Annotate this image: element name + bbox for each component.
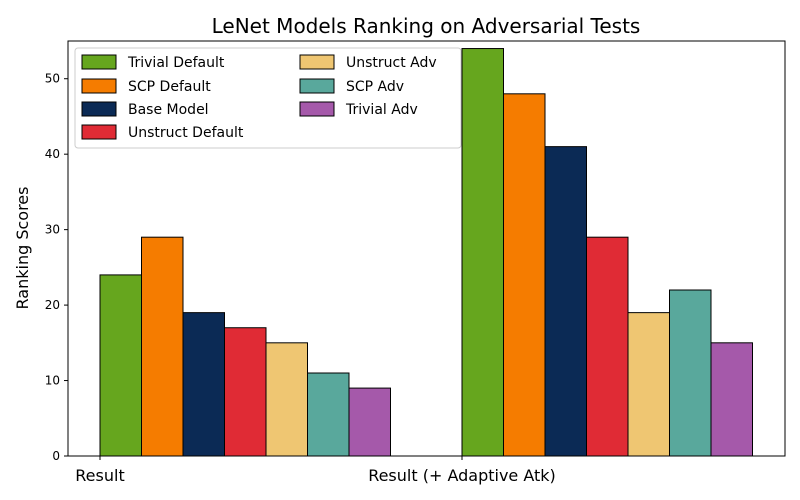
y-tick-label: 40: [45, 147, 60, 161]
bar-trivial-adv-0: [348, 387, 391, 457]
y-tick-label: 0: [52, 449, 60, 463]
legend-swatch: [299, 78, 335, 94]
bar-trivial-default-1: [461, 48, 504, 457]
legend-swatch: [81, 124, 117, 140]
chart-title: LeNet Models Ranking on Adversarial Test…: [212, 14, 641, 38]
bar-unstruct-adv-0: [265, 342, 308, 457]
y-tick-label: 10: [45, 374, 60, 388]
bar-scp-default-0: [141, 236, 184, 457]
bar-base-model-1: [544, 146, 587, 457]
y-axis-label: Ranking Scores: [13, 187, 32, 310]
bar-trivial-adv-1: [710, 342, 753, 457]
bar-unstruct-default-0: [224, 327, 267, 457]
y-tick-label: 20: [45, 298, 60, 312]
x-tick-label: Result: [75, 466, 124, 485]
bar-unstruct-default-1: [586, 236, 629, 457]
y-axis: 0 10 20 30 40 50: [45, 72, 68, 463]
legend-swatch: [299, 101, 335, 117]
bar-scp-adv-1: [669, 289, 712, 457]
bar-scp-adv-0: [307, 372, 350, 457]
legend-label: SCP Default: [128, 79, 211, 95]
legend-label: Base Model: [128, 102, 209, 118]
bar-unstruct-adv-1: [627, 312, 670, 457]
x-axis: Result Result (+ Adaptive Atk): [75, 456, 556, 485]
bars: [99, 48, 753, 457]
bar-base-model-0: [182, 312, 225, 457]
legend-swatch: [299, 54, 335, 70]
legend-label: SCP Adv: [346, 79, 404, 95]
bar-trivial-default-0: [99, 274, 142, 457]
legend: Trivial Default SCP Default Base Model Unst…: [74, 47, 462, 149]
legend-label: Unstruct Adv: [346, 55, 437, 71]
x-tick-label: Result (+ Adaptive Atk): [368, 466, 556, 485]
legend-label: Trivial Default: [127, 55, 225, 71]
plot-frame: [67, 40, 786, 457]
legend-label: Unstruct Default: [128, 125, 244, 141]
legend-swatch: [81, 78, 117, 94]
legend-swatch: [81, 101, 117, 117]
y-tick-label: 50: [45, 72, 60, 86]
bar-scp-default-1: [503, 93, 546, 457]
legend-box: [74, 47, 462, 149]
y-tick-label: 30: [45, 223, 60, 237]
legend-label: Trivial Adv: [345, 102, 418, 118]
legend-swatch: [81, 54, 117, 70]
